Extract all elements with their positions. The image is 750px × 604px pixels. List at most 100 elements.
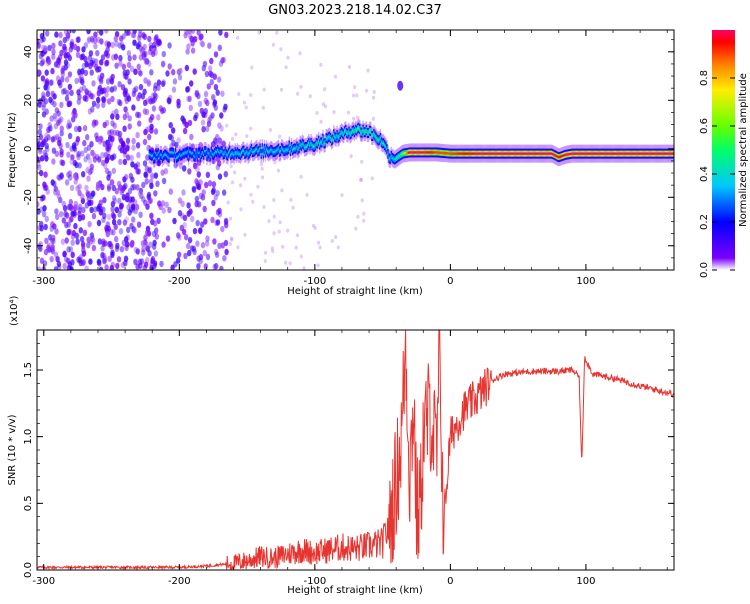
noise-dot (69, 184, 75, 192)
noise-dot (81, 250, 87, 257)
y-axis-label: Frequency (Hz) (7, 112, 18, 188)
noise-dot (183, 252, 188, 260)
ridge-peak (227, 151, 230, 154)
noise-dot (39, 169, 44, 177)
ridge-peak (671, 152, 673, 155)
ridge-peak (569, 152, 571, 156)
noise-dot (262, 87, 266, 92)
noise-dot (270, 246, 274, 251)
ridge-peak (320, 141, 322, 144)
noise-dot (107, 129, 112, 136)
ridge-peak (618, 152, 620, 155)
noise-dot (359, 177, 363, 182)
noise-dot (276, 168, 281, 173)
noise-dot (141, 181, 146, 189)
ridge-peak (277, 147, 280, 150)
ridge-peak (268, 151, 270, 154)
ridge-peak (324, 141, 326, 145)
ridge-peak (364, 130, 366, 134)
ridge-peak (538, 152, 540, 155)
noise-dot (193, 36, 198, 43)
noise-dot (356, 214, 360, 219)
ridge-peak (158, 156, 160, 159)
noise-dot (187, 237, 193, 244)
noise-dot (42, 181, 47, 188)
noise-dot (137, 41, 142, 48)
ridge-peak (263, 147, 266, 150)
ridge-peak (205, 150, 207, 153)
noise-dot (143, 128, 148, 136)
ridge-peak (240, 151, 243, 154)
noise-dot (237, 92, 241, 96)
noise-dot (223, 217, 229, 225)
noise-dot (53, 266, 59, 270)
noise-dot (118, 99, 123, 107)
noise-dot (42, 92, 47, 100)
ridge-peak (499, 152, 501, 155)
noise-dot (142, 43, 147, 51)
noise-dot (65, 32, 70, 39)
noise-dot (87, 54, 93, 62)
noise-dot (172, 217, 177, 225)
noise-dot (55, 213, 60, 220)
ridge-peak (150, 154, 153, 158)
noise-dot (144, 98, 150, 105)
ridge-peak (256, 147, 258, 151)
noise-dot (72, 211, 77, 218)
noise-dot (211, 140, 216, 148)
noise-dot (48, 96, 53, 104)
noise-dot (288, 261, 292, 266)
noise-dot (207, 116, 212, 124)
ridge-peak (522, 152, 525, 155)
ridge-peak (637, 152, 640, 155)
ridge-peak (466, 152, 468, 155)
noise-dot (91, 57, 96, 64)
noise-dot (84, 184, 89, 192)
noise-dot (81, 62, 87, 70)
noise-dot (150, 173, 155, 180)
spectral-ridge (148, 80, 674, 169)
ridge-peak (562, 154, 565, 157)
noise-dot (63, 59, 69, 66)
noise-dot (112, 122, 117, 129)
noise-dot (51, 53, 56, 60)
noise-dot (105, 85, 111, 93)
noise-dot (145, 245, 150, 252)
ridge-peak (291, 149, 294, 152)
ridge-peak (214, 150, 217, 153)
noise-dot (354, 226, 358, 231)
ridge-peak (199, 155, 202, 158)
ridge-peak (350, 132, 352, 135)
ridge-peak (512, 152, 514, 155)
noise-dot (155, 180, 160, 187)
ridge-peak (373, 132, 375, 136)
noise-dot (190, 143, 196, 150)
noise-dot (177, 74, 183, 81)
noise-dot (244, 105, 248, 110)
noise-dot (113, 35, 119, 42)
noise-dot (78, 227, 84, 234)
noise-dot (110, 120, 115, 127)
noise-dot (41, 139, 47, 146)
noise-dot (191, 185, 196, 192)
noise-dot (89, 167, 94, 174)
ridge-peak (453, 152, 455, 155)
noise-dot (96, 219, 102, 227)
noise-dot (112, 197, 118, 204)
noise-dot (138, 30, 143, 34)
ridge-peak (260, 152, 262, 156)
noise-dot (122, 90, 128, 98)
noise-dot (93, 37, 98, 44)
noise-dot (55, 133, 60, 141)
ridge-peak (271, 149, 273, 152)
noise-dot (171, 139, 176, 147)
ridge-peak (547, 152, 550, 155)
ridge-peak (156, 153, 158, 157)
noise-dot (272, 231, 276, 236)
ridge-peak (631, 152, 633, 155)
noise-dot (168, 188, 173, 195)
ridge-peak (365, 128, 368, 132)
noise-dot (150, 97, 156, 104)
ridge-peak (510, 152, 513, 155)
noise-dot (115, 242, 120, 250)
